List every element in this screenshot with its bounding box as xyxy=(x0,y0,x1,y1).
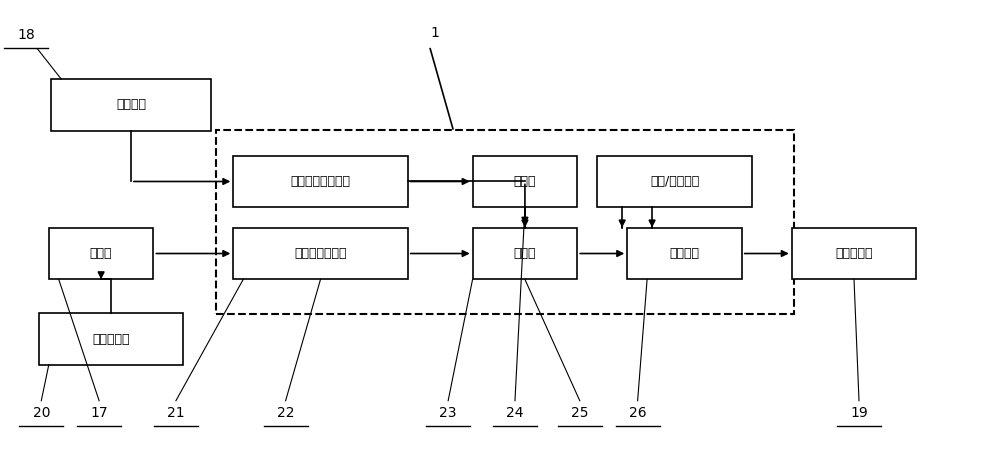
Text: 25: 25 xyxy=(571,406,589,420)
Bar xyxy=(216,130,794,314)
Text: 键盘/显示模块: 键盘/显示模块 xyxy=(650,175,699,188)
Text: 26: 26 xyxy=(629,406,646,420)
Bar xyxy=(597,155,752,207)
Text: 单片机: 单片机 xyxy=(514,247,536,260)
Bar xyxy=(473,227,577,280)
Bar xyxy=(233,227,408,280)
Text: 转换插座: 转换插座 xyxy=(116,98,146,111)
Text: 21: 21 xyxy=(167,406,185,420)
Bar xyxy=(51,79,211,131)
Text: 22: 22 xyxy=(277,406,294,420)
Bar xyxy=(39,313,183,365)
Text: 通讯接口匹配模块: 通讯接口匹配模块 xyxy=(290,175,351,188)
Bar xyxy=(627,227,742,280)
Text: 19: 19 xyxy=(850,406,868,420)
Text: 通讯接口: 通讯接口 xyxy=(669,247,699,260)
Bar xyxy=(473,155,577,207)
Text: 24: 24 xyxy=(506,406,524,420)
Text: 外部计算机: 外部计算机 xyxy=(835,247,873,260)
Text: 17: 17 xyxy=(90,406,108,420)
Text: 18: 18 xyxy=(17,28,35,42)
Bar xyxy=(49,227,153,280)
Text: 时间间隔测定器: 时间间隔测定器 xyxy=(294,247,347,260)
Text: 光电探测器: 光电探测器 xyxy=(92,333,130,346)
Bar xyxy=(792,227,916,280)
Bar xyxy=(233,155,408,207)
Text: 存储器: 存储器 xyxy=(514,175,536,188)
Text: 计数器: 计数器 xyxy=(90,247,112,260)
Text: 20: 20 xyxy=(33,406,50,420)
Text: 23: 23 xyxy=(439,406,457,420)
Text: 1: 1 xyxy=(431,26,440,40)
